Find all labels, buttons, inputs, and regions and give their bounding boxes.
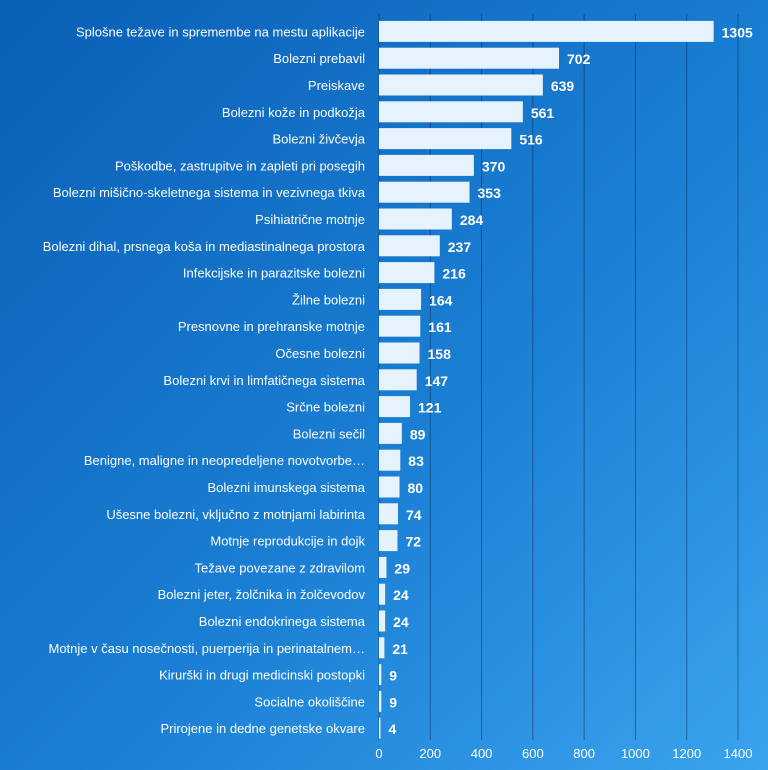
category-label: Presnovne in prehranske motnje: [178, 319, 365, 334]
value-label: 121: [418, 400, 442, 416]
category-label: Splošne težave in spremembe na mestu apl…: [76, 24, 365, 39]
bar: [379, 342, 420, 364]
bar: [379, 396, 411, 418]
value-label: 24: [393, 587, 409, 603]
value-label: 370: [482, 158, 506, 174]
value-label: 24: [393, 614, 409, 630]
category-label: Poškodbe, zastrupitve in zapleti pri pos…: [115, 158, 365, 173]
value-label: 80: [408, 480, 424, 496]
value-label: 516: [519, 132, 543, 148]
value-label: 29: [394, 560, 410, 576]
value-label: 147: [425, 373, 449, 389]
category-label: Motnje reprodukcije in dojk: [210, 534, 365, 549]
value-label: 1305: [722, 24, 753, 40]
category-label: Očesne bolezni: [275, 346, 365, 361]
bar: [379, 288, 422, 310]
category-label: Motnje v času nosečnosti, puerperija in …: [48, 641, 365, 656]
bar: [379, 556, 387, 578]
bar: [379, 530, 398, 552]
bar: [379, 208, 452, 230]
bar: [379, 262, 435, 284]
x-tick-label: 1000: [621, 746, 650, 761]
value-label: 284: [460, 212, 484, 228]
value-label: 237: [448, 239, 472, 255]
category-label: Bolezni živčevja: [273, 132, 366, 147]
category-label: Bolezni endokrinega sistema: [199, 614, 366, 629]
value-label: 74: [406, 507, 422, 523]
bar: [379, 315, 421, 337]
x-tick-label: 1200: [672, 746, 701, 761]
category-label: Bolezni prebavil: [273, 51, 365, 66]
value-label: 161: [428, 319, 452, 335]
value-label: 561: [531, 105, 555, 121]
category-label: Psihiatrične motnje: [255, 212, 365, 227]
value-label: 164: [429, 292, 453, 308]
bar: [379, 717, 381, 739]
category-label: Srčne bolezni: [286, 400, 365, 415]
category-label: Benigne, maligne in neopredeljene novotv…: [84, 453, 365, 468]
value-label: 702: [567, 51, 591, 67]
category-label: Prirojene in dedne genetske okvare: [160, 721, 365, 736]
bar: [379, 20, 714, 42]
category-label: Bolezni krvi in limfatičnega sistema: [163, 373, 365, 388]
bar: [379, 503, 398, 525]
bar: [379, 476, 400, 498]
category-label: Bolezni kože in podkožja: [222, 105, 366, 120]
x-tick-label: 200: [419, 746, 441, 761]
category-label: Bolezni dihal, prsnega koša in mediastin…: [43, 239, 366, 254]
category-label: Bolezni mišično-skeletnega sistema in ve…: [53, 185, 366, 200]
x-tick-label: 0: [375, 746, 382, 761]
value-label: 353: [478, 185, 502, 201]
category-label: Bolezni jeter, žolčnika in žolčevodov: [158, 587, 366, 602]
bar: [379, 74, 543, 96]
category-label: Težave povezane z zdravilom: [194, 560, 365, 575]
bar: [379, 422, 402, 444]
value-label: 9: [389, 668, 397, 684]
value-label: 9: [389, 694, 397, 710]
x-tick-label: 1400: [724, 746, 753, 761]
bar: [379, 128, 512, 150]
bar: [379, 101, 523, 123]
value-label: 216: [442, 266, 466, 282]
value-label: 83: [408, 453, 424, 469]
category-label: Bolezni imunskega sistema: [207, 480, 365, 495]
value-label: 89: [410, 426, 426, 442]
bar: [379, 154, 474, 176]
value-label: 72: [405, 534, 421, 550]
category-label: Infekcijske in parazitske bolezni: [183, 266, 365, 281]
value-label: 4: [389, 721, 397, 737]
bar: [379, 637, 385, 659]
bar: [379, 181, 470, 203]
x-tick-label: 600: [522, 746, 544, 761]
category-label: Žilne bolezni: [292, 292, 365, 307]
bar: [379, 610, 386, 632]
bar: [379, 235, 440, 257]
x-tick-label: 800: [573, 746, 595, 761]
bar: [379, 369, 417, 391]
category-label: Bolezni sečil: [293, 426, 365, 441]
bar: [379, 47, 560, 69]
bar: [379, 664, 382, 686]
category-label: Kirurški in drugi medicinski postopki: [159, 668, 365, 683]
category-label: Preiskave: [308, 78, 365, 93]
category-label: Socialne okoliščine: [254, 694, 365, 709]
bar: [379, 449, 401, 471]
value-label: 158: [428, 346, 452, 362]
value-label: 639: [551, 78, 575, 94]
x-tick-label: 400: [471, 746, 493, 761]
bar: [379, 690, 382, 712]
value-label: 21: [392, 641, 408, 657]
category-label: Ušesne bolezni, vključno z motnjami labi…: [106, 507, 365, 522]
bar: [379, 583, 386, 605]
